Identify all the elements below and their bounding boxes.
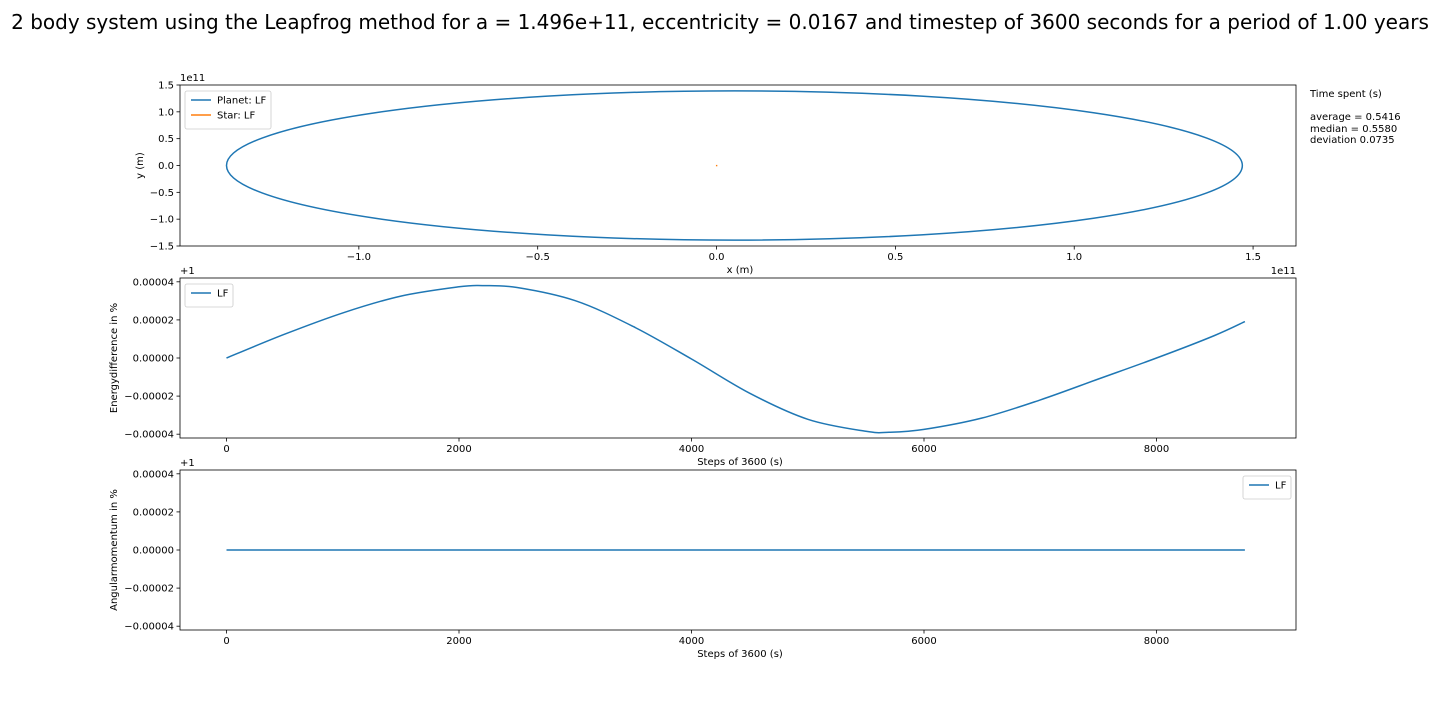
angular-xtick-label: 6000 xyxy=(911,636,936,647)
energy-ylabel: Energydifference in % xyxy=(109,303,120,413)
angular-legend-label: LF xyxy=(1275,481,1287,492)
orbit-xtick-label: 1.5 xyxy=(1245,252,1261,263)
energy-ytick-label: −0.00002 xyxy=(124,392,174,403)
energy-xtick-label: 2000 xyxy=(446,444,471,455)
orbit-xtick-label: 0.0 xyxy=(709,252,725,263)
energy-ytick-label: 0.00000 xyxy=(133,354,174,365)
orbit-ytick-label: −1.5 xyxy=(150,242,174,253)
angular-xtick-label: 4000 xyxy=(679,636,704,647)
orbit-legend-label: Star: LF xyxy=(217,111,255,122)
energy-xtick-label: 4000 xyxy=(679,444,704,455)
orbit-xtick-label: −1.0 xyxy=(347,252,371,263)
energy-xlabel: Steps of 3600 (s) xyxy=(697,457,783,468)
angular-xtick-label: 2000 xyxy=(446,636,471,647)
angular-xtick-label: 8000 xyxy=(1144,636,1169,647)
orbit-series-1-point xyxy=(715,164,718,167)
energy-ytick-label: 0.00002 xyxy=(133,315,174,326)
orbit-legend-label: Planet: LF xyxy=(217,96,266,107)
orbit-ytick-label: 0.5 xyxy=(158,134,174,145)
energy-xtick-label: 0 xyxy=(223,444,229,455)
energy-legend-label: LF xyxy=(217,289,229,300)
energy-series-0-line xyxy=(226,284,1246,434)
angular-ytick-label: 0.00000 xyxy=(133,546,174,557)
timing-stats-panel: Time spent (s) average = 0.5416 median =… xyxy=(1310,89,1401,147)
orbit-ylabel: y (m) xyxy=(135,152,146,179)
angular-chart: 0 2000 4000 6000 8000 0.00004 0.00002 0.00000 −0… xyxy=(109,458,1297,660)
angular-ylabel: Angularmomentum in % xyxy=(109,489,120,611)
orbit-legend: Planet: LF Star: LF xyxy=(184,90,272,130)
angular-ytick-label: −0.00004 xyxy=(124,622,174,633)
orbit-ytick-label: 1.5 xyxy=(158,81,174,92)
figure-title: 2 body system using the Leapfrog method … xyxy=(11,10,1429,34)
energy-ytick-label: 0.00004 xyxy=(133,277,174,288)
energy-axes-frame xyxy=(179,277,1297,439)
orbit-xtick-label: 0.5 xyxy=(887,252,903,263)
energy-xtick-label: 8000 xyxy=(1144,444,1169,455)
angular-legend: LF xyxy=(1242,475,1292,500)
energy-y-offset-label: +1 xyxy=(180,266,195,277)
orbit-xtick-label: −0.5 xyxy=(526,252,550,263)
orbit-y-offset-label: 1e11 xyxy=(180,73,205,84)
orbit-xtick-label: 1.0 xyxy=(1066,252,1082,263)
orbit-ytick-label: 0.0 xyxy=(158,161,174,172)
orbit-ytick-label: −1.0 xyxy=(150,215,174,226)
angular-ytick-label: 0.00002 xyxy=(133,507,174,518)
orbit-x-offset-label: 1e11 xyxy=(1271,266,1296,277)
angular-xlabel: Steps of 3600 (s) xyxy=(697,649,783,660)
angular-ytick-label: −0.00002 xyxy=(124,584,174,595)
orbit-ytick-label: 1.0 xyxy=(158,107,174,118)
energy-legend: LF xyxy=(184,283,234,308)
orbit-chart: −1.0 −0.5 0.0 0.5 1.0 1.5 1.5 1.0 0.5 0.0 −0.5 −1.0… xyxy=(135,73,1297,277)
orbit-ytick-label: −0.5 xyxy=(150,188,174,199)
orbit-xlabel: x (m) xyxy=(727,265,754,276)
angular-ytick-label: 0.00004 xyxy=(133,469,174,480)
energy-xtick-label: 6000 xyxy=(911,444,936,455)
energy-legend-box xyxy=(184,283,234,308)
angular-y-offset-label: +1 xyxy=(180,458,195,469)
timing-stats-average: average = 0.5416 xyxy=(1310,112,1401,123)
orbit-series-0-line xyxy=(225,90,1244,241)
energy-ytick-label: −0.00004 xyxy=(124,430,174,441)
timing-stats-heading: Time spent (s) xyxy=(1310,89,1382,100)
energy-chart: 0 2000 4000 6000 8000 0.00004 0.00002 0.00000 −0… xyxy=(109,266,1297,468)
angular-legend-box xyxy=(1242,475,1292,500)
timing-stats-median: median = 0.5580 xyxy=(1310,123,1398,135)
timing-stats-deviation: deviation 0.0735 xyxy=(1310,135,1395,146)
angular-xtick-label: 0 xyxy=(223,636,229,647)
orbit-axes-frame xyxy=(179,84,1297,247)
